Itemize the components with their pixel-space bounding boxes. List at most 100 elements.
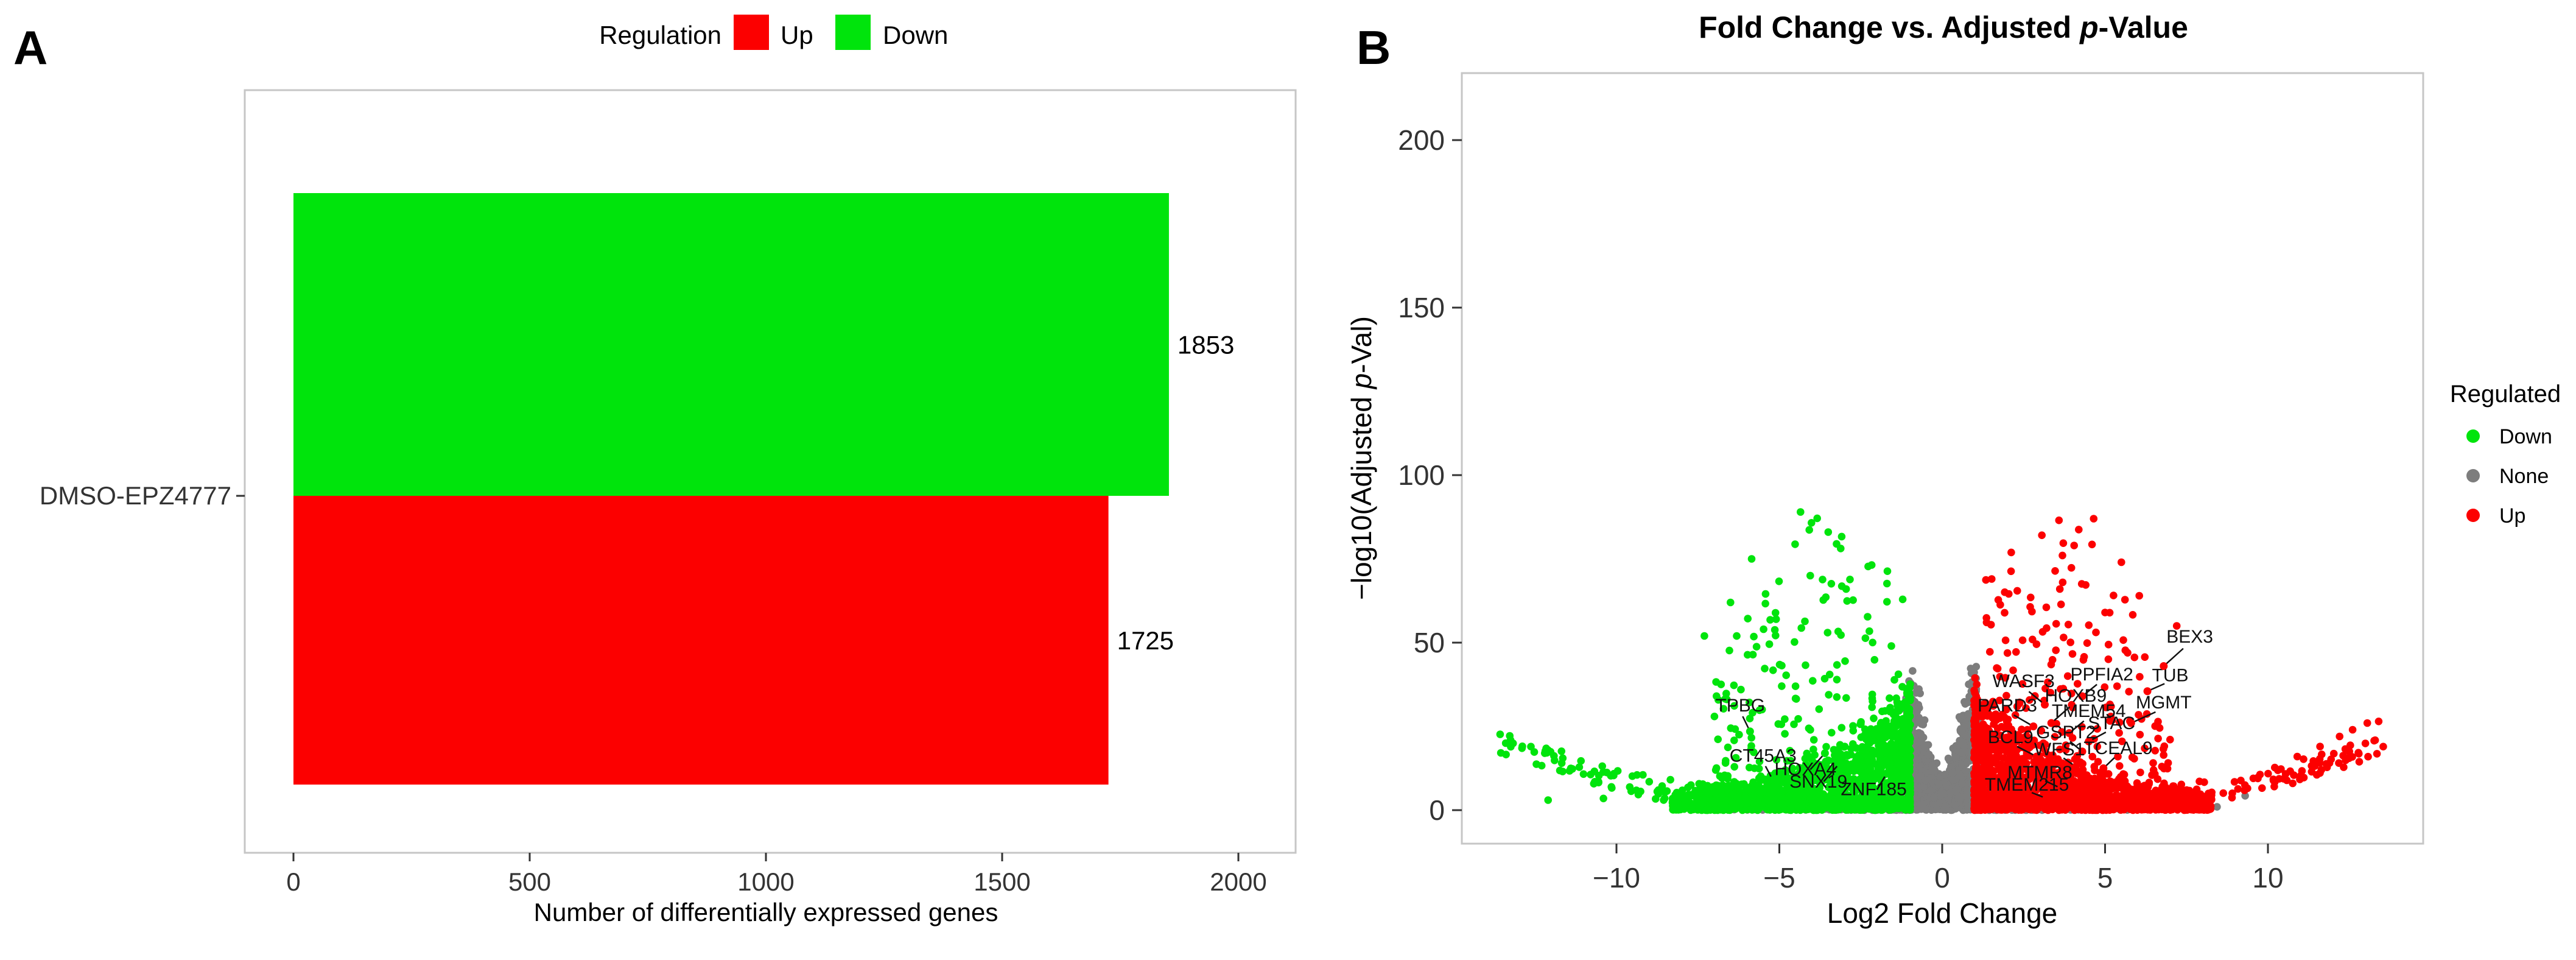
volcano-point: [1979, 740, 1987, 748]
volcano-point: [1884, 799, 1892, 807]
volcano-point: [1915, 716, 1923, 724]
volcano-point: [1950, 776, 1958, 784]
volcano-point: [2019, 637, 2027, 644]
volcano-point: [1841, 743, 1849, 750]
volcano-point: [1891, 741, 1899, 749]
volcano-point: [2033, 640, 2041, 648]
volcano-point: [1761, 600, 1769, 608]
volcano-point: [1819, 576, 1827, 584]
volcano-point: [1928, 762, 1936, 770]
volcano-point: [2085, 621, 2093, 629]
volcano-point: [1669, 806, 1677, 814]
volcano-point: [1963, 758, 1971, 766]
volcano-point: [1958, 780, 1966, 788]
volcano-point: [1685, 791, 1693, 799]
volcano-point: [1970, 754, 1978, 762]
volcano-point: [2108, 778, 2116, 786]
volcano-point: [2072, 795, 2080, 803]
volcano-point: [1906, 745, 1914, 753]
panel-a-category-label: DMSO-EPZ4777: [40, 481, 231, 510]
volcano-point: [1882, 743, 1890, 750]
volcano-point: [2136, 673, 2144, 681]
volcano-point: [2043, 604, 2051, 612]
volcano-point: [1899, 596, 1907, 604]
volcano-point: [1809, 677, 1817, 685]
volcano-point: [2164, 765, 2172, 773]
panel-a-letter: A: [13, 21, 47, 74]
volcano-point: [2005, 804, 2013, 812]
volcano-point: [1778, 682, 1786, 690]
volcano-point: [2012, 648, 2020, 656]
volcano-point: [2007, 568, 2015, 576]
volcano-point: [2154, 794, 2162, 802]
volcano-point: [1994, 754, 2002, 762]
volcano-point: [2068, 564, 2076, 572]
volcano-point: [2151, 770, 2159, 778]
volcano-point: [1824, 629, 1832, 637]
volcano-point: [1652, 795, 1660, 803]
volcano-point: [1704, 782, 1711, 790]
volcano-point: [1838, 533, 1846, 541]
volcano-point: [1766, 640, 1774, 648]
volcano-point: [1730, 682, 1738, 690]
volcano-point: [1844, 597, 1851, 605]
volcano-point: [1916, 805, 1924, 813]
volcano-point: [1833, 661, 1841, 669]
volcano-point: [1833, 676, 1841, 683]
volcano-point: [1787, 803, 1795, 811]
volcano-point: [1744, 651, 1752, 659]
volcano-point: [1627, 788, 1635, 796]
volcano-point: [1716, 785, 1724, 793]
volcano-point: [1750, 633, 1758, 641]
volcano-point: [1987, 805, 1995, 813]
volcano-point: [1887, 642, 1895, 650]
panel-a-legend: Regulation Up Down: [599, 15, 948, 50]
volcano-point: [2129, 611, 2137, 619]
volcano-point: [1694, 800, 1702, 808]
volcano-point: [2058, 552, 2066, 560]
volcano-point: [1976, 749, 1984, 757]
volcano-point: [1718, 680, 1725, 688]
volcano-point: [1884, 567, 1892, 575]
volcano-point: [1778, 788, 1786, 796]
volcano-point: [2143, 803, 2151, 811]
volcano-point: [1868, 752, 1876, 760]
volcano-point: [1873, 804, 1881, 812]
volcano-point: [1737, 686, 1745, 694]
legend-swatch-down: [835, 15, 871, 50]
volcano-point: [2131, 654, 2139, 662]
volcano-point: [1886, 704, 1894, 711]
volcano-point: [1973, 680, 1981, 688]
volcano-point: [1964, 786, 1971, 794]
volcano-point: [1886, 760, 1894, 768]
volcano-point: [1895, 671, 1903, 679]
volcano-point: [1849, 722, 1857, 730]
volcano-point: [1805, 724, 1813, 732]
volcano-point: [1532, 760, 1540, 768]
volcano-point: [1781, 730, 1789, 738]
volcano-point: [2052, 620, 2060, 628]
volcano-point: [2136, 731, 2144, 739]
volcano-point: [2056, 585, 2064, 593]
volcano-point: [1502, 739, 1510, 747]
volcano-point: [1551, 757, 1559, 764]
volcano-point: [1912, 689, 1920, 697]
volcano-point: [1527, 743, 1535, 750]
volcano-point: [1982, 576, 1990, 584]
volcano-point: [2119, 637, 2127, 644]
volcano-point: [1846, 576, 1854, 584]
volcano-point: [1792, 682, 1800, 690]
volcano-point: [1801, 618, 1809, 626]
volcano-point: [2038, 531, 2046, 539]
volcano-point: [1837, 750, 1845, 758]
panel-b-title: Fold Change vs. Adjusted p-Value: [1699, 10, 2188, 44]
volcano-point: [1769, 666, 1777, 674]
volcano-point: [1861, 731, 1869, 739]
volcano-point: [1842, 585, 1850, 593]
volcano-point: [1980, 729, 1988, 736]
volcano-point: [2141, 653, 2149, 661]
volcano-point: [1865, 627, 1873, 635]
volcano-point: [2092, 799, 2100, 806]
volcano-point: [1518, 744, 1526, 752]
volcano-point: [1666, 776, 1674, 784]
